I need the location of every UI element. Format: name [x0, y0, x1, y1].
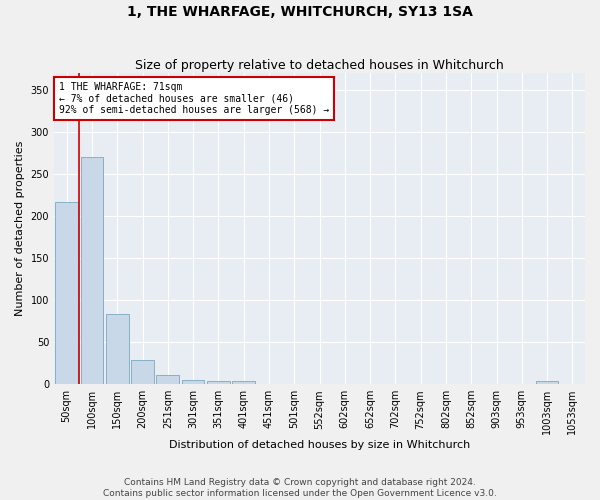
Y-axis label: Number of detached properties: Number of detached properties: [15, 141, 25, 316]
Text: 1, THE WHARFAGE, WHITCHURCH, SY13 1SA: 1, THE WHARFAGE, WHITCHURCH, SY13 1SA: [127, 5, 473, 19]
Bar: [131, 360, 154, 384]
Bar: [207, 381, 230, 384]
Bar: [80, 157, 103, 384]
Bar: [232, 381, 255, 384]
Bar: [55, 202, 78, 384]
X-axis label: Distribution of detached houses by size in Whitchurch: Distribution of detached houses by size …: [169, 440, 470, 450]
Bar: [106, 314, 128, 384]
Bar: [157, 375, 179, 384]
Bar: [182, 380, 205, 384]
Text: Contains HM Land Registry data © Crown copyright and database right 2024.
Contai: Contains HM Land Registry data © Crown c…: [103, 478, 497, 498]
Bar: [536, 381, 559, 384]
Title: Size of property relative to detached houses in Whitchurch: Size of property relative to detached ho…: [135, 59, 504, 72]
Text: 1 THE WHARFAGE: 71sqm
← 7% of detached houses are smaller (46)
92% of semi-detac: 1 THE WHARFAGE: 71sqm ← 7% of detached h…: [59, 82, 329, 115]
